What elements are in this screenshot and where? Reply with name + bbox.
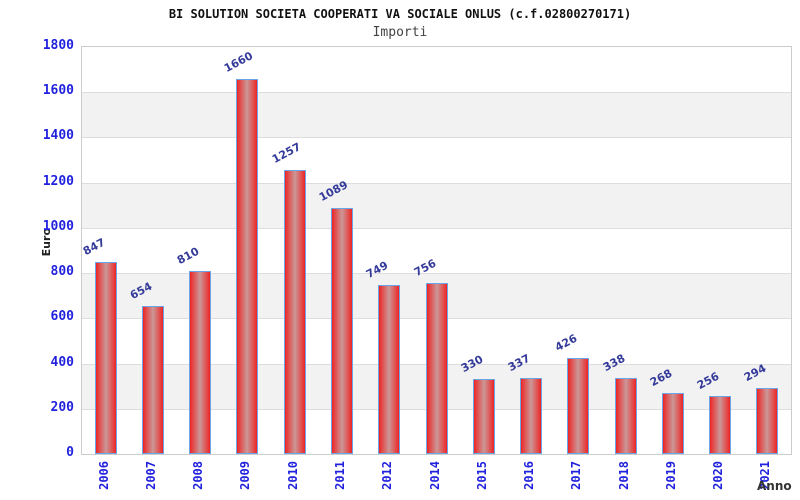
plot-area: 847 654 810 1660 1257 1089 749 756 330 337 426 338 2…: [81, 46, 792, 455]
x-tick-label: 2015: [474, 461, 489, 490]
y-tick-label: 400: [50, 354, 74, 370]
y-tick-label: 1600: [42, 83, 74, 99]
bar: [520, 377, 543, 454]
bar: [283, 169, 306, 454]
y-tick-label: 1800: [42, 38, 74, 53]
bar: [94, 262, 117, 454]
bar: [330, 207, 353, 454]
gridline: [82, 227, 791, 229]
gridline: [82, 273, 791, 275]
grid-band: [82, 182, 791, 228]
x-tick-label: 2014: [427, 461, 442, 490]
bar: [472, 379, 495, 454]
grid-band: [82, 92, 791, 138]
chart-subtitle: Importi: [372, 25, 428, 40]
bar: [567, 357, 590, 454]
x-tick-label: 2016: [522, 461, 537, 490]
bar-value-label: 1257: [269, 139, 303, 166]
x-tick-label: 2017: [569, 461, 584, 490]
bar-value-label: 810: [175, 244, 202, 267]
bar: [378, 284, 401, 454]
bar: [614, 377, 637, 454]
gridline: [82, 182, 791, 184]
x-tick-label: 2009: [238, 461, 253, 490]
y-tick-label: 600: [50, 309, 74, 325]
y-tick-label: 1000: [42, 218, 74, 234]
y-tick-label: 1400: [42, 128, 74, 144]
y-tick-label: 0: [66, 445, 74, 460]
x-tick-label: 2007: [143, 461, 158, 490]
x-tick-label: 2018: [616, 461, 631, 490]
bar-value-label: 1660: [222, 48, 256, 75]
x-tick-label: 2011: [332, 461, 347, 490]
x-tick-label: 2008: [191, 461, 206, 490]
chart-title: BI SOLUTION SOCIETA COOPERATI VA SOCIALE…: [168, 7, 632, 21]
x-tick-label: 2010: [285, 461, 300, 490]
bar: [141, 306, 164, 454]
y-tick-label: 800: [50, 264, 74, 280]
bar-value-label: 847: [80, 236, 107, 259]
bar: [425, 283, 448, 454]
y-tick-label: 1200: [42, 173, 74, 189]
x-tick-label: 2020: [711, 461, 726, 490]
x-tick-label: 2006: [96, 461, 111, 490]
gridline: [82, 137, 791, 139]
bar: [661, 393, 684, 454]
bar-value-label: 426: [553, 331, 580, 354]
bar: [236, 78, 259, 454]
y-tick-label: 200: [50, 399, 74, 415]
x-tick-label: 2019: [663, 461, 678, 490]
bar: [189, 270, 212, 454]
x-tick-label: 2012: [380, 461, 395, 490]
gridline: [82, 92, 791, 94]
x-axis-title: Anno: [757, 479, 792, 493]
bar: [756, 387, 779, 454]
bar: [709, 396, 732, 454]
